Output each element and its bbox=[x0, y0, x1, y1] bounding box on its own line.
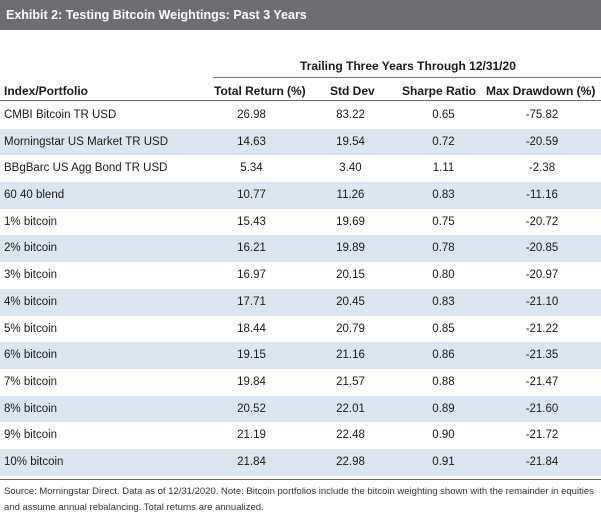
cell-sharpe-ratio: 0.85 bbox=[432, 322, 455, 335]
table-row: 1% bitcoin 15.43 19.69 0.75 -20.72 bbox=[0, 209, 601, 236]
cell-name: 9% bitcoin bbox=[4, 429, 58, 442]
cell-total-return: 19.84 bbox=[237, 375, 266, 388]
cell-name: 3% bitcoin bbox=[4, 269, 58, 282]
cell-max-drawdown: -21.10 bbox=[525, 295, 559, 308]
cell-max-drawdown: -75.82 bbox=[525, 109, 559, 121]
footnote: Source: Morningstar Direct. Data as of 1… bbox=[4, 486, 594, 513]
header-max-drawdown: Max Drawdown (%) bbox=[486, 84, 596, 98]
header-rule bbox=[0, 100, 601, 101]
cell-name: 5% bitcoin bbox=[4, 322, 58, 335]
cell-std-dev: 22.01 bbox=[336, 402, 365, 415]
table-row: Morningstar US Market TR USD 14.63 19.54 0.… bbox=[0, 128, 601, 156]
cell-std-dev: 22.98 bbox=[336, 455, 365, 468]
cell-name: 1% bitcoin bbox=[4, 215, 58, 228]
cell-name: 8% bitcoin bbox=[4, 402, 58, 415]
cell-max-drawdown: -21.22 bbox=[525, 322, 559, 335]
table-bottom-rule bbox=[0, 479, 601, 480]
cell-sharpe-ratio: 0.86 bbox=[432, 349, 455, 362]
header-total-return: Total Return bbox=[214, 84, 284, 98]
cell-std-dev: 21.57 bbox=[336, 375, 365, 388]
cell-max-drawdown: -21.35 bbox=[525, 349, 559, 362]
cell-max-drawdown: -20.85 bbox=[525, 242, 559, 255]
cell-name: 6% bitcoin bbox=[4, 349, 58, 362]
exhibit-title: Exhibit 2: Testing Bitcoin Weightings: P… bbox=[0, 0, 601, 30]
cell-std-dev: 22.48 bbox=[336, 429, 365, 442]
cell-total-return: 10.77 bbox=[237, 189, 266, 202]
cell-total-return: 21.19 bbox=[237, 429, 266, 442]
table-row: 2% bitcoin 16.21 19.89 0.78 -20.85 bbox=[0, 235, 601, 263]
table-row: BBgBarc US Agg Bond TR USD 5.34 3.40 1.11 -2… bbox=[0, 155, 601, 182]
span-header-label: Trailing Three Years Through 12/31/20 bbox=[300, 59, 516, 73]
cell-max-drawdown: -21.72 bbox=[525, 429, 559, 442]
table-row: CMBI Bitcoin TR USD 26.98 83.22 0.65 -75.82 bbox=[0, 102, 601, 129]
cell-sharpe-ratio: 1.11 bbox=[432, 162, 455, 175]
cell-total-return: 20.52 bbox=[237, 402, 266, 415]
cell-name: CMBI Bitcoin TR USD bbox=[4, 109, 117, 121]
cell-std-dev: 3.40 bbox=[339, 162, 362, 175]
header-name: Index/Portfolio bbox=[4, 84, 88, 98]
cell-std-dev: 20.79 bbox=[336, 322, 365, 335]
cell-total-return: 15.43 bbox=[237, 215, 266, 228]
cell-std-dev: 83.22 bbox=[336, 109, 365, 121]
cell-total-return: 26.98 bbox=[237, 109, 266, 121]
cell-sharpe-ratio: 0.89 bbox=[432, 402, 455, 415]
cell-sharpe-ratio: 0.72 bbox=[432, 135, 455, 148]
cell-std-dev: 11.26 bbox=[336, 189, 365, 202]
cell-name: 2% bitcoin bbox=[4, 242, 58, 255]
cell-total-return: 16.21 bbox=[237, 242, 266, 255]
cell-sharpe-ratio: 0.80 bbox=[432, 269, 455, 282]
table-row: 7% bitcoin 19.84 21.57 0.88 -21.47 bbox=[0, 369, 601, 396]
header-std-dev: Std Dev bbox=[330, 84, 375, 98]
table-row: 3% bitcoin 16.97 20.15 0.80 -20.97 bbox=[0, 262, 601, 289]
cell-sharpe-ratio: 0.83 bbox=[432, 295, 455, 308]
cell-max-drawdown: -20.59 bbox=[525, 135, 559, 148]
cell-max-drawdown: -21.60 bbox=[525, 402, 559, 415]
span-header: Trailing Three Years Through 12/31/20 bbox=[0, 57, 601, 75]
table-body: CMBI Bitcoin TR USD 26.98 83.22 0.65 -75.82 M… bbox=[0, 102, 601, 476]
cell-max-drawdown: -21.84 bbox=[525, 455, 559, 468]
cell-total-return: 21.84 bbox=[237, 455, 266, 468]
table-row: 6% bitcoin 19.15 21.16 0.86 -21.35 bbox=[0, 342, 601, 369]
cell-std-dev: 20.45 bbox=[336, 295, 365, 308]
cell-sharpe-ratio: 0.90 bbox=[432, 429, 455, 442]
cell-name: 10% bitcoin bbox=[4, 455, 64, 468]
cell-std-dev: 19.89 bbox=[336, 242, 365, 255]
cell-name: Morningstar US Market TR USD bbox=[4, 135, 169, 148]
table-row: 10% bitcoin 21.84 22.98 0.91 -21.84 bbox=[0, 448, 601, 476]
cell-std-dev: 20.15 bbox=[336, 269, 365, 282]
cell-total-return: 14.63 bbox=[237, 135, 266, 148]
cell-sharpe-ratio: 0.65 bbox=[432, 109, 455, 121]
cell-sharpe-ratio: 0.75 bbox=[432, 215, 455, 228]
cell-sharpe-ratio: 0.83 bbox=[432, 189, 455, 202]
cell-total-return: 17.71 bbox=[237, 295, 266, 308]
cell-max-drawdown: -21.47 bbox=[525, 375, 559, 388]
cell-total-return: 18.44 bbox=[237, 322, 266, 335]
cell-std-dev: 19.69 bbox=[336, 215, 365, 228]
cell-name: BBgBarc US Agg Bond TR USD bbox=[4, 162, 168, 175]
cell-sharpe-ratio: 0.91 bbox=[432, 455, 455, 468]
cell-name: 4% bitcoin bbox=[4, 295, 58, 308]
cell-sharpe-ratio: 0.88 bbox=[432, 375, 455, 388]
cell-sharpe-ratio: 0.78 bbox=[432, 242, 455, 255]
header-total-return-unit: (%) bbox=[287, 84, 306, 98]
cell-std-dev: 21.16 bbox=[336, 349, 365, 362]
cell-max-drawdown: -2.38 bbox=[528, 162, 556, 175]
cell-total-return: 5.34 bbox=[240, 162, 263, 175]
table-row: 5% bitcoin 18.44 20.79 0.85 -21.22 bbox=[0, 316, 601, 343]
table-row: 4% bitcoin 17.71 20.45 0.83 -21.10 bbox=[0, 288, 601, 316]
cell-name: 7% bitcoin bbox=[4, 375, 58, 388]
header-sharpe-ratio: Sharpe Ratio bbox=[402, 84, 477, 98]
table-row: 8% bitcoin 20.52 22.01 0.89 -21.60 bbox=[0, 395, 601, 423]
cell-name: 60 40 blend bbox=[4, 189, 65, 202]
cell-max-drawdown: -20.97 bbox=[525, 269, 559, 282]
cell-max-drawdown: -20.72 bbox=[525, 215, 559, 228]
column-header-row: Index/Portfolio Total Return (%) Std Dev… bbox=[0, 82, 601, 100]
cell-total-return: 19.15 bbox=[237, 349, 266, 362]
table-row: 60 40 blend 10.77 11.26 0.83 -11.16 bbox=[0, 182, 601, 209]
cell-std-dev: 19.54 bbox=[336, 135, 365, 148]
cell-total-return: 16.97 bbox=[237, 269, 266, 282]
cell-max-drawdown: -11.16 bbox=[526, 189, 558, 202]
span-header-rule bbox=[213, 77, 601, 78]
table-row: 9% bitcoin 21.19 22.48 0.90 -21.72 bbox=[0, 422, 601, 449]
